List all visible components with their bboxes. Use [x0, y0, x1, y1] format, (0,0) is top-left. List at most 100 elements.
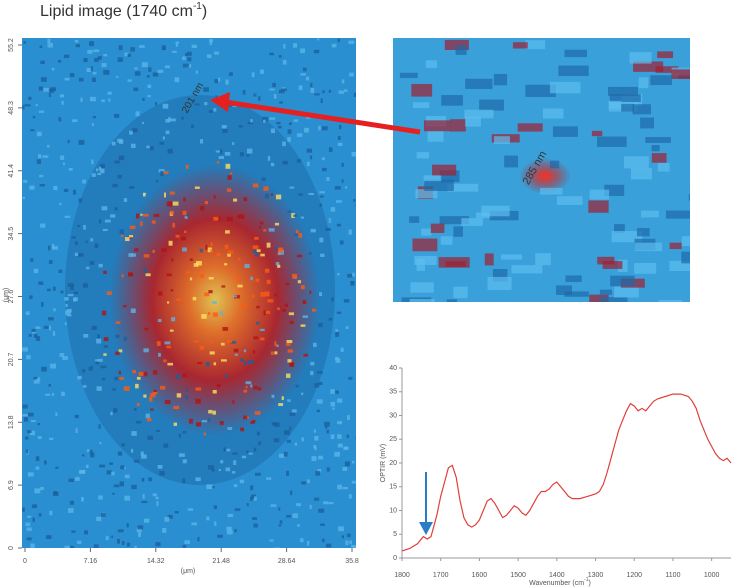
texture [245, 381, 252, 385]
texture [170, 289, 174, 292]
texture [57, 59, 62, 63]
texture [257, 387, 262, 391]
texture [207, 418, 211, 422]
texture [91, 159, 94, 165]
texture [185, 388, 189, 392]
texture [52, 491, 59, 496]
texture [278, 55, 282, 58]
texture [99, 464, 106, 468]
texture [99, 219, 102, 224]
texture [310, 370, 314, 376]
texture [272, 82, 276, 88]
texture [305, 76, 310, 81]
texture [127, 53, 131, 57]
texture [194, 103, 200, 106]
texture [297, 524, 300, 527]
texture [31, 504, 37, 509]
texture [174, 77, 180, 83]
texture [143, 518, 150, 523]
texture [182, 247, 187, 252]
texture [131, 431, 137, 436]
texture [114, 207, 118, 211]
texture [446, 299, 458, 302]
texture [210, 242, 213, 247]
texture [189, 418, 193, 424]
texture [199, 273, 205, 279]
texture [143, 254, 150, 258]
texture [141, 62, 148, 68]
texture [127, 79, 132, 82]
texture [314, 436, 319, 441]
texture [260, 253, 265, 257]
texture [295, 384, 299, 388]
texture [330, 401, 336, 407]
texture [163, 192, 166, 198]
texture [43, 87, 49, 92]
texture [300, 216, 305, 219]
texture [110, 214, 116, 218]
texture [107, 91, 112, 95]
texture [99, 441, 102, 445]
texture [290, 490, 293, 496]
texture [164, 399, 171, 405]
texture [307, 479, 310, 484]
texture [34, 488, 41, 494]
y-tick-label: 13.8 [8, 415, 15, 429]
texture [274, 293, 277, 297]
texture [59, 353, 65, 357]
texture [106, 470, 112, 475]
texture [608, 86, 638, 96]
x-tick-label: 0 [23, 558, 27, 565]
texture [30, 129, 35, 132]
texture [173, 405, 180, 410]
texture [157, 465, 163, 469]
texture [147, 95, 151, 98]
texture [160, 171, 164, 176]
texture [100, 365, 107, 369]
texture [614, 286, 639, 298]
texture [629, 52, 652, 64]
texture [78, 253, 84, 257]
texture [38, 281, 44, 285]
texture [336, 398, 343, 403]
texture [97, 334, 101, 339]
texture [640, 117, 655, 129]
texture [82, 385, 87, 388]
texture [124, 474, 130, 479]
texture [118, 377, 125, 380]
texture [243, 197, 248, 202]
texture [39, 45, 43, 49]
texture [346, 434, 349, 438]
texture [147, 435, 153, 440]
texture [411, 83, 433, 97]
texture [22, 507, 25, 512]
texture [332, 407, 335, 410]
texture [306, 540, 310, 546]
texture [168, 240, 173, 246]
texture [349, 72, 354, 77]
texture [504, 155, 519, 168]
texture [101, 63, 107, 68]
texture [336, 421, 343, 425]
texture [353, 198, 356, 202]
texture [250, 485, 254, 491]
texture [287, 399, 291, 402]
texture [273, 438, 280, 443]
texture [238, 125, 243, 128]
texture [328, 317, 333, 321]
texture [182, 478, 186, 484]
texture [291, 409, 297, 413]
texture [261, 177, 266, 181]
texture [182, 459, 187, 464]
texture [134, 545, 137, 548]
texture [203, 432, 206, 436]
texture [78, 198, 83, 203]
texture [334, 186, 341, 190]
texture [218, 156, 225, 160]
texture [233, 460, 237, 466]
y-tick-label: 10 [389, 507, 397, 514]
y-tick-label: 20.7 [8, 352, 15, 366]
texture [81, 454, 85, 457]
texture [348, 40, 355, 44]
texture [78, 77, 84, 82]
